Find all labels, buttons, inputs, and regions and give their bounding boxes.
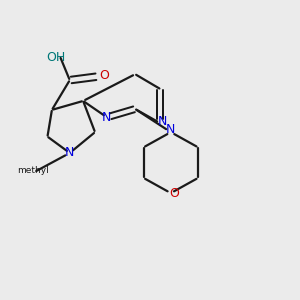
Text: O: O — [169, 187, 179, 200]
Text: O: O — [99, 69, 109, 82]
Text: methyl: methyl — [17, 166, 49, 175]
Text: N: N — [65, 146, 74, 160]
Text: OH: OH — [46, 51, 65, 64]
Text: N: N — [102, 111, 112, 124]
Text: N: N — [158, 115, 167, 128]
Text: N: N — [166, 123, 176, 136]
